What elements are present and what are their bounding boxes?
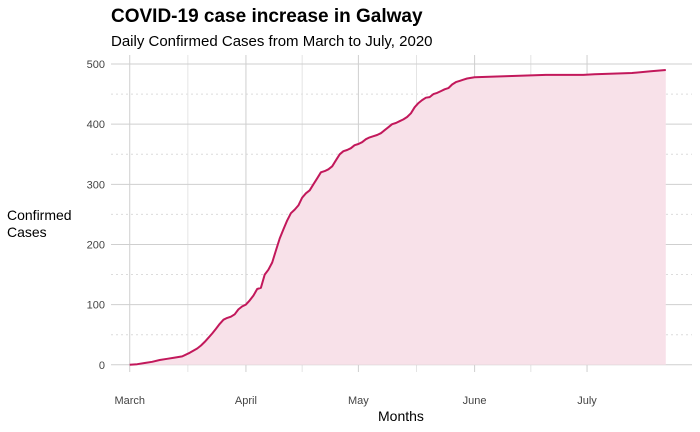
x-tick-label: July: [577, 395, 597, 407]
x-tick-label: March: [114, 395, 145, 407]
y-tick-label: 400: [87, 119, 105, 131]
x-axis-label: Months: [378, 408, 424, 424]
y-tick-label: 300: [87, 179, 105, 191]
x-tick-label: June: [463, 395, 487, 407]
y-axis-label-line-1: Confirmed: [7, 207, 72, 223]
y-tick-label: 100: [87, 300, 105, 312]
cases-area: [129, 70, 666, 365]
y-axis-label-line-2: Cases: [7, 224, 47, 240]
chart-title: COVID-19 case increase in Galway: [111, 6, 423, 27]
cases-line: [129, 69, 666, 366]
y-tick-label: 0: [99, 360, 105, 372]
x-tick-label: May: [348, 395, 369, 407]
x-tick-label: April: [235, 395, 257, 407]
chart-subtitle: Daily Confirmed Cases from March to July…: [111, 33, 433, 50]
y-axis-label: Confirmed Cases: [7, 207, 72, 241]
y-tick-label: 500: [87, 59, 105, 71]
y-tick-label: 200: [87, 239, 105, 251]
